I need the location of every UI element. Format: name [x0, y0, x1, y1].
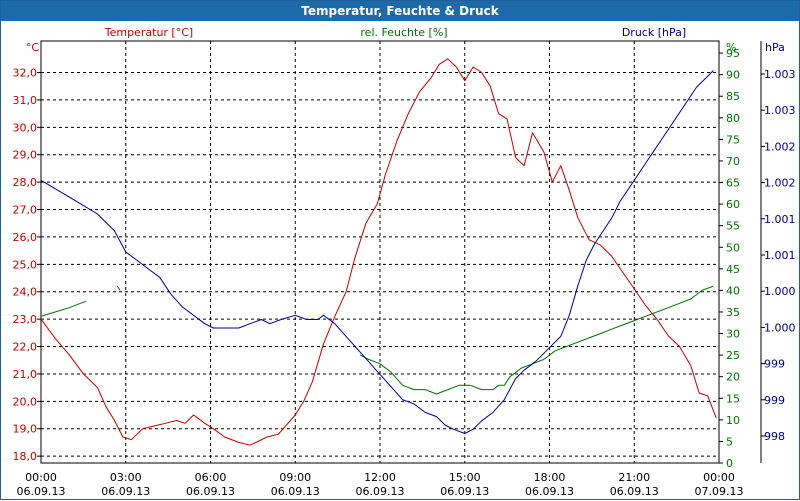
hum-tick-label: 90: [726, 69, 740, 82]
hum-tick-label: 70: [726, 155, 740, 168]
x-tick-date: 06.09.13: [525, 485, 574, 498]
press-tick-label: 1.002: [764, 140, 796, 153]
x-tick-time: 12:00: [364, 471, 396, 484]
hum-tick-label: 65: [726, 177, 740, 190]
temp-tick-label: 31,0: [13, 94, 38, 107]
temp-tick-label: 30,0: [13, 121, 38, 134]
hum-tick-label: 20: [726, 371, 740, 384]
x-tick-time: 03:00: [110, 471, 142, 484]
temp-tick-label: 20,0: [13, 395, 38, 408]
temp-tick-label: 22,0: [13, 341, 38, 354]
hum-unit-label: %: [726, 41, 736, 54]
x-tick-date: 07.09.13: [695, 485, 744, 498]
x-tick-time: 18:00: [534, 471, 566, 484]
x-tick-date: 06.09.13: [356, 485, 405, 498]
x-tick-time: 09:00: [279, 471, 311, 484]
x-tick-time: 00:00: [25, 471, 57, 484]
press-tick-label: 999: [764, 358, 785, 371]
press-tick-label: 1.001: [764, 249, 796, 262]
hum-tick-label: 10: [726, 414, 740, 427]
series-line-hum: [40, 285, 714, 395]
press-tick-label: 1.000: [764, 321, 796, 334]
hum-tick-label: 15: [726, 392, 740, 405]
press-tick-label: 1.002: [764, 177, 796, 190]
temp-tick-label: 28,0: [13, 176, 38, 189]
hum-tick-label: 95: [726, 47, 740, 60]
temp-axis-title: Temperatur [°C]: [104, 26, 193, 39]
temp-tick-label: 23,0: [13, 313, 38, 326]
hum-tick-label: 5: [726, 435, 733, 448]
press-tick-label: 999: [764, 394, 785, 407]
x-tick-date: 06.09.13: [610, 485, 659, 498]
press-tick-label: 1.001: [764, 213, 796, 226]
series-line-press: [40, 70, 714, 434]
temp-tick-label: 18,0: [13, 450, 38, 463]
temp-tick-label: 26,0: [13, 231, 38, 244]
x-tick-date: 06.09.13: [17, 485, 66, 498]
x-tick-time: 21:00: [618, 471, 650, 484]
x-tick-date: 06.09.13: [186, 485, 235, 498]
hum-tick-label: 40: [726, 284, 740, 297]
temp-tick-label: 27,0: [13, 204, 38, 217]
axes: [37, 40, 765, 464]
temp-tick-label: 29,0: [13, 149, 38, 162]
series-lines: [40, 58, 717, 446]
hum-tick-label: 75: [726, 133, 740, 146]
x-tick-date: 06.09.13: [440, 485, 489, 498]
hum-tick-label: 60: [726, 198, 740, 211]
hum-axis-title: rel. Feuchte [%]: [360, 26, 447, 39]
temp-tick-label: 24,0: [13, 286, 38, 299]
chart-title: Temperatur, Feuchte & Druck: [1, 1, 799, 21]
hum-tick-label: 45: [726, 263, 740, 276]
temp-tick-label: 19,0: [13, 423, 38, 436]
series-line-temp: [40, 58, 717, 446]
hum-tick-label: 35: [726, 306, 740, 319]
press-tick-label: 1.003: [764, 104, 796, 117]
x-tick-time: 06:00: [195, 471, 227, 484]
hum-tick-label: 55: [726, 220, 740, 233]
press-tick-label: 998: [764, 430, 785, 443]
tick-labels: 00:0006.09.1303:0006.09.1306:0006.09.130…: [13, 47, 796, 498]
temp-tick-label: 32,0: [13, 67, 38, 80]
temp-tick-label: 25,0: [13, 258, 38, 271]
gridlines: [41, 41, 719, 463]
x-tick-time: 00:00: [703, 471, 735, 484]
hum-tick-label: 25: [726, 349, 740, 362]
press-axis-title: Druck [hPa]: [622, 26, 686, 39]
hum-tick-label: 80: [726, 112, 740, 125]
hum-tick-label: 0: [726, 457, 733, 470]
x-tick-date: 06.09.13: [101, 485, 150, 498]
temp-unit-label: °C: [26, 41, 40, 54]
press-unit-label: hPa: [765, 41, 785, 54]
press-tick-label: 1.003: [764, 68, 796, 81]
hum-tick-label: 50: [726, 241, 740, 254]
x-tick-date: 06.09.13: [271, 485, 320, 498]
press-tick-label: 1.000: [764, 285, 796, 298]
temp-tick-label: 21,0: [13, 368, 38, 381]
hum-tick-label: 30: [726, 328, 740, 341]
hum-tick-label: 85: [726, 90, 740, 103]
x-tick-time: 15:00: [449, 471, 481, 484]
axis-headers: °C% hPa Temperatur [°C] rel. Feuchte [%] Dru…: [26, 26, 785, 54]
plot-frame: [40, 40, 720, 464]
